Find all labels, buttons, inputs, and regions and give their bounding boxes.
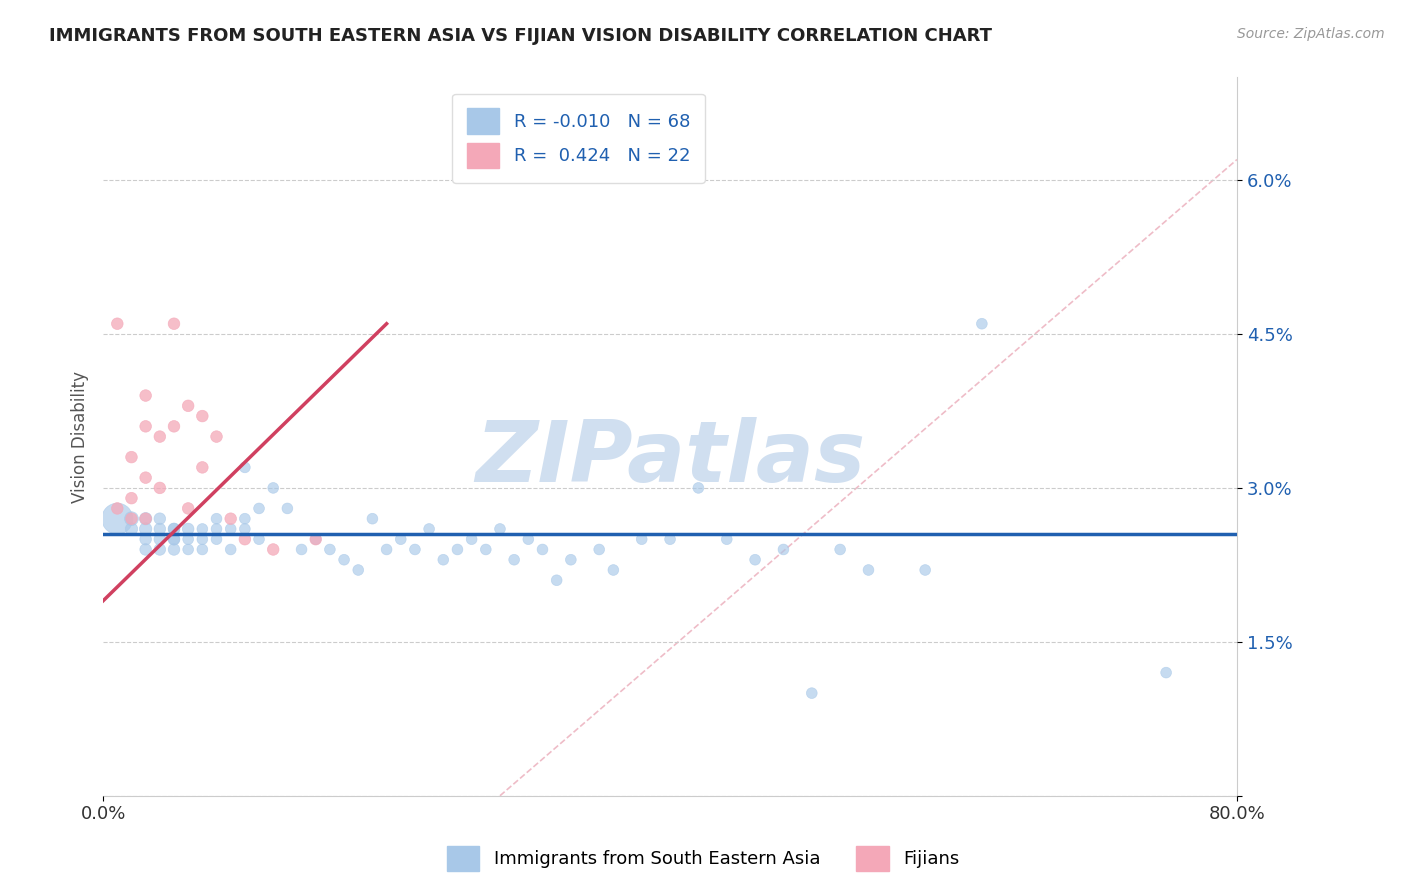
Point [163,522,186,536]
Point [1154,665,1177,680]
Point [262,542,284,557]
Point [121,511,143,525]
Point [830,542,852,557]
Point [121,491,143,505]
Point [475,542,498,557]
Point [163,317,186,331]
Point [716,533,738,547]
Point [531,542,554,557]
Point [135,542,157,557]
Point [800,686,823,700]
Point [177,522,200,536]
Point [149,542,172,557]
Point [588,542,610,557]
Point [163,419,186,434]
Point [105,317,128,331]
Y-axis label: Vision Disability: Vision Disability [72,370,89,502]
Point [135,522,157,536]
Text: ZIPatlas: ZIPatlas [475,417,865,500]
Point [970,317,993,331]
Point [233,511,256,525]
Point [276,501,298,516]
Point [205,429,228,443]
Point [205,533,228,547]
Point [205,522,228,536]
Point [191,533,214,547]
Point [630,533,652,547]
Point [191,409,214,423]
Point [105,511,128,525]
Point [659,533,682,547]
Point [219,522,242,536]
Point [404,542,426,557]
Point [135,388,157,402]
Point [305,533,328,547]
Point [163,533,186,547]
Point [191,522,214,536]
Point [219,511,242,525]
Point [149,481,172,495]
Legend: Immigrants from South Eastern Asia, Fijians: Immigrants from South Eastern Asia, Fiji… [440,838,966,879]
Point [135,470,157,484]
Point [149,533,172,547]
Point [121,450,143,464]
Legend: R = -0.010   N = 68, R =  0.424   N = 22: R = -0.010 N = 68, R = 0.424 N = 22 [453,94,704,183]
Point [149,522,172,536]
Point [163,533,186,547]
Point [149,429,172,443]
Point [305,533,328,547]
Point [191,542,214,557]
Point [135,533,157,547]
Point [503,553,526,567]
Point [432,553,454,567]
Point [177,542,200,557]
Point [389,533,412,547]
Point [688,481,710,495]
Point [177,533,200,547]
Point [135,511,157,525]
Point [177,399,200,413]
Point [163,522,186,536]
Point [517,533,540,547]
Point [135,511,157,525]
Point [347,563,370,577]
Point [446,542,468,557]
Point [121,522,143,536]
Point [333,553,356,567]
Point [233,460,256,475]
Point [105,501,128,516]
Text: Source: ZipAtlas.com: Source: ZipAtlas.com [1237,27,1385,41]
Point [546,574,568,588]
Point [361,511,384,525]
Point [191,460,214,475]
Point [375,542,398,557]
Point [858,563,880,577]
Point [460,533,482,547]
Point [247,501,270,516]
Point [489,522,512,536]
Point [233,533,256,547]
Text: IMMIGRANTS FROM SOUTH EASTERN ASIA VS FIJIAN VISION DISABILITY CORRELATION CHART: IMMIGRANTS FROM SOUTH EASTERN ASIA VS FI… [49,27,993,45]
Point [418,522,440,536]
Point [233,522,256,536]
Point [219,542,242,557]
Point [205,511,228,525]
Point [744,553,766,567]
Point [290,542,312,557]
Point [135,419,157,434]
Point [121,511,143,525]
Point [602,563,624,577]
Point [163,542,186,557]
Point [914,563,936,577]
Point [247,533,270,547]
Point [149,511,172,525]
Point [560,553,582,567]
Point [319,542,342,557]
Point [262,481,284,495]
Point [177,501,200,516]
Point [772,542,794,557]
